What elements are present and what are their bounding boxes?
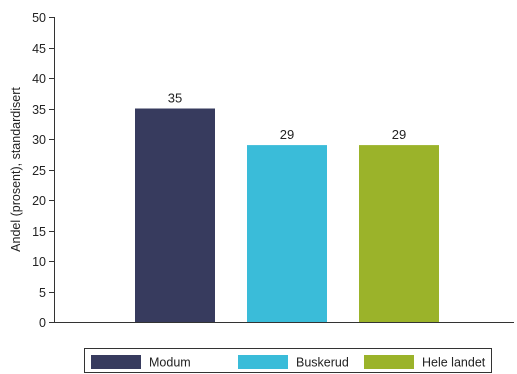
data-labels: 35 29 29 xyxy=(168,91,406,143)
legend: Modum Buskerud Hele landet xyxy=(84,348,492,373)
y-tick-label: 50 xyxy=(32,11,46,25)
y-tick-label: 5 xyxy=(39,286,46,300)
bars xyxy=(135,108,439,322)
data-label: 29 xyxy=(392,127,406,142)
data-label: 35 xyxy=(168,91,182,106)
y-tick-label: 45 xyxy=(32,42,46,56)
legend-label: Hele landet xyxy=(422,356,486,370)
legend-swatch xyxy=(238,355,288,369)
legend-label: Buskerud xyxy=(296,356,349,370)
bar-hele-landet xyxy=(359,145,439,322)
y-tick-label: 30 xyxy=(32,133,46,147)
y-tick-label: 10 xyxy=(32,255,46,269)
y-axis-title: Andel (prosent), standardisert xyxy=(9,87,23,252)
legend-swatch xyxy=(364,355,414,369)
y-tick-label: 25 xyxy=(32,164,46,178)
legend-swatch xyxy=(91,355,141,369)
y-tick-label: 35 xyxy=(32,103,46,117)
bar-buskerud xyxy=(247,145,327,322)
y-tick-label: 40 xyxy=(32,72,46,86)
data-label: 29 xyxy=(280,127,294,142)
legend-label: Modum xyxy=(149,356,191,370)
y-tick-label: 20 xyxy=(32,194,46,208)
y-axis-ticks: 0 5 10 15 20 25 30 35 40 45 50 xyxy=(32,11,54,330)
y-tick-label: 15 xyxy=(32,225,46,239)
bar-modum xyxy=(135,108,215,322)
y-tick-label: 0 xyxy=(39,316,46,330)
